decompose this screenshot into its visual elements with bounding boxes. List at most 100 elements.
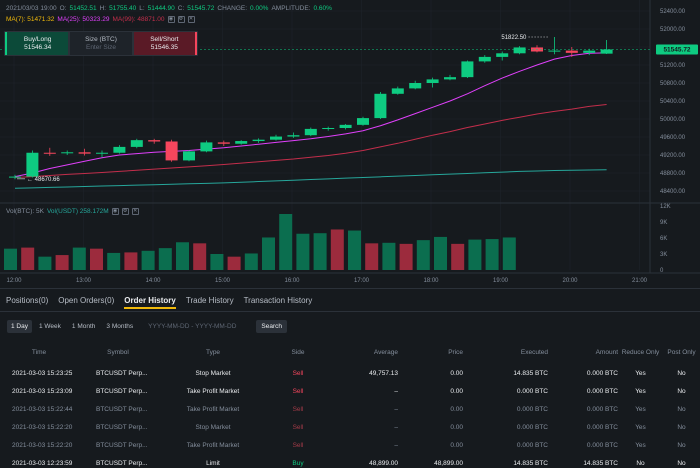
cell-side: Sell: [292, 405, 304, 413]
candle-body: [357, 118, 369, 125]
ma-info: MA(7): 51471.32 MA(25): 50323.29 MA(99):…: [6, 16, 195, 23]
volume-tick-label: 0: [660, 268, 664, 274]
col-reduce-only: Reduce Only: [621, 349, 660, 356]
eye-icon[interactable]: ◉: [111, 208, 119, 215]
volume-bar: [38, 256, 52, 270]
price-tick-label: 48800.00: [660, 171, 686, 177]
tab-open-orders[interactable]: Open Orders(0): [58, 295, 115, 305]
volume-bar: [244, 253, 258, 270]
table-header-row: Time Symbol Type Side Average Price Exec…: [0, 342, 700, 364]
cell-symbol: BTCUSDT Perp...: [96, 459, 148, 467]
chart-canvas[interactable]: 52400.0052000.0051600.0051200.0050800.00…: [0, 0, 700, 288]
tab-transaction-history[interactable]: Transaction History: [243, 295, 313, 305]
ma99-line: [14, 169, 607, 189]
range-1-week[interactable]: 1 Week: [38, 322, 61, 330]
candle-body: [61, 152, 74, 154]
cell-amount: 14.835 BTC: [583, 459, 618, 467]
price-tick-label: 49200.00: [660, 153, 686, 159]
candle-body: [548, 50, 561, 52]
close-icon[interactable]: ✕: [131, 208, 139, 215]
cell-amount: 0.000 BTC: [586, 405, 618, 413]
table-row[interactable]: 2021-03-03 15:22:44 BTCUSDT Perp... Take P…: [0, 400, 700, 418]
cell-time: 2021-03-03 15:22:44: [12, 405, 73, 413]
cell-price: 0.00: [450, 387, 463, 395]
cell-reduce-only: Yes: [635, 423, 646, 431]
volume-bar: [348, 230, 361, 270]
buy-long-label: Buy/Long: [23, 35, 52, 43]
high-marker-label: 51822.50: [501, 35, 527, 41]
candle-body: [235, 141, 248, 144]
price-tick-label: 48400.00: [660, 189, 686, 195]
amplitude-value: 0.60%: [313, 5, 332, 12]
price-tick-label: 52400.00: [660, 9, 686, 15]
cell-side: Sell: [292, 369, 304, 377]
candle-body: [513, 47, 526, 54]
size-input[interactable]: Size (BTC) Enter Size: [70, 32, 132, 55]
price-tick-label: 50000.00: [660, 117, 686, 123]
settings-icon[interactable]: ⚙: [177, 16, 185, 23]
volume-bar: [313, 233, 327, 270]
volume-bar: [124, 252, 138, 270]
volume-bar: [90, 248, 103, 270]
eye-icon[interactable]: ◉: [167, 16, 175, 23]
cell-type: Take Profit Market: [186, 441, 240, 449]
table-row[interactable]: 2021-03-03 15:22:20 BTCUSDT Perp... Stop M…: [0, 418, 700, 436]
buy-long-button[interactable]: Buy/Long 51546.34: [5, 32, 69, 55]
volume-info: Vol(BTC): 5K Vol(USDT) 258.172M ◉ ⚙ ✕: [6, 208, 139, 215]
time-tick-label: 13:00: [76, 278, 92, 284]
cell-executed: 0.000 BTC: [516, 441, 548, 449]
cell-post-only: No: [677, 423, 686, 431]
table-row[interactable]: 2021-03-03 15:22:20 BTCUSDT Perp... Take P…: [0, 436, 700, 454]
open-label: O:: [59, 5, 67, 12]
tab-order-history[interactable]: Order History: [124, 289, 176, 312]
cell-time: 2021-03-03 15:23:25: [12, 369, 73, 377]
price-chart[interactable]: 52400.0052000.0051600.0051200.0050800.00…: [0, 0, 700, 288]
ma99-value: MA(99): 48871.00: [112, 16, 165, 23]
table-row[interactable]: 2021-03-03 12:23:59 BTCUSDT Perp... Limit B…: [0, 454, 700, 468]
candle-body: [96, 152, 108, 154]
cell-side: Sell: [292, 441, 304, 449]
range-1-month[interactable]: 1 Month: [71, 322, 96, 330]
col-side: Side: [291, 349, 305, 356]
time-tick-label: 21:00: [632, 278, 648, 284]
cell-executed: 14.835 BTC: [513, 369, 548, 377]
tab-positions[interactable]: Positions(0): [6, 295, 49, 305]
time-tick-label: 16:00: [284, 278, 300, 284]
cell-average: 49,757.13: [369, 369, 398, 377]
cell-reduce-only: Yes: [635, 369, 646, 377]
range-3-months[interactable]: 3 Months: [106, 322, 134, 330]
cell-time: 2021-03-03 12:23:59: [12, 459, 73, 467]
cell-executed: 0.000 BTC: [516, 387, 548, 395]
cell-post-only: No: [677, 387, 686, 395]
orders-panel: Positions(0) Open Orders(0) Order Histor…: [0, 288, 700, 468]
cell-amount: 0.000 BTC: [586, 441, 618, 449]
time-tick-label: 18:00: [423, 278, 439, 284]
table-row[interactable]: 2021-03-03 15:23:25 BTCUSDT Perp... Stop M…: [0, 364, 700, 382]
cell-type: Limit: [206, 459, 220, 467]
candle-body: [304, 128, 317, 136]
table-row[interactable]: 2021-03-03 15:23:09 BTCUSDT Perp... Take P…: [0, 382, 700, 400]
date-range-input[interactable]: YYYY-MM-DD - YYYY-MM-DD: [148, 322, 237, 330]
tab-trade-history[interactable]: Trade History: [185, 295, 234, 305]
settings-icon[interactable]: ⚙: [121, 208, 129, 215]
candle-body: [252, 139, 265, 142]
volume-bar: [365, 243, 379, 270]
volume-bar: [296, 233, 310, 270]
candle-body: [130, 140, 143, 147]
col-time: Time: [31, 349, 47, 356]
col-amount: Amount: [595, 349, 618, 356]
search-button[interactable]: Search: [256, 319, 288, 333]
ohlc-info: 2021/03/03 19:00 O: 51452.51 H: 51755.40 L…: [6, 5, 332, 12]
col-post-only: Post Only: [667, 349, 696, 356]
cell-amount: 0.000 BTC: [586, 387, 618, 395]
price-tick-label: 51200.00: [660, 63, 686, 69]
range-1-day[interactable]: 1 Day: [7, 319, 32, 333]
sell-short-button[interactable]: Sell/Short 51546.35: [133, 32, 197, 55]
volume-bar: [399, 243, 413, 270]
high-label: H:: [99, 5, 107, 12]
cell-post-only: No: [677, 369, 686, 377]
table-body: 2021-03-03 15:23:25 BTCUSDT Perp... Stop M…: [0, 364, 700, 468]
cell-symbol: BTCUSDT Perp...: [96, 369, 148, 377]
price-tick-label: 49600.00: [660, 135, 686, 141]
close-icon[interactable]: ✕: [187, 16, 195, 23]
